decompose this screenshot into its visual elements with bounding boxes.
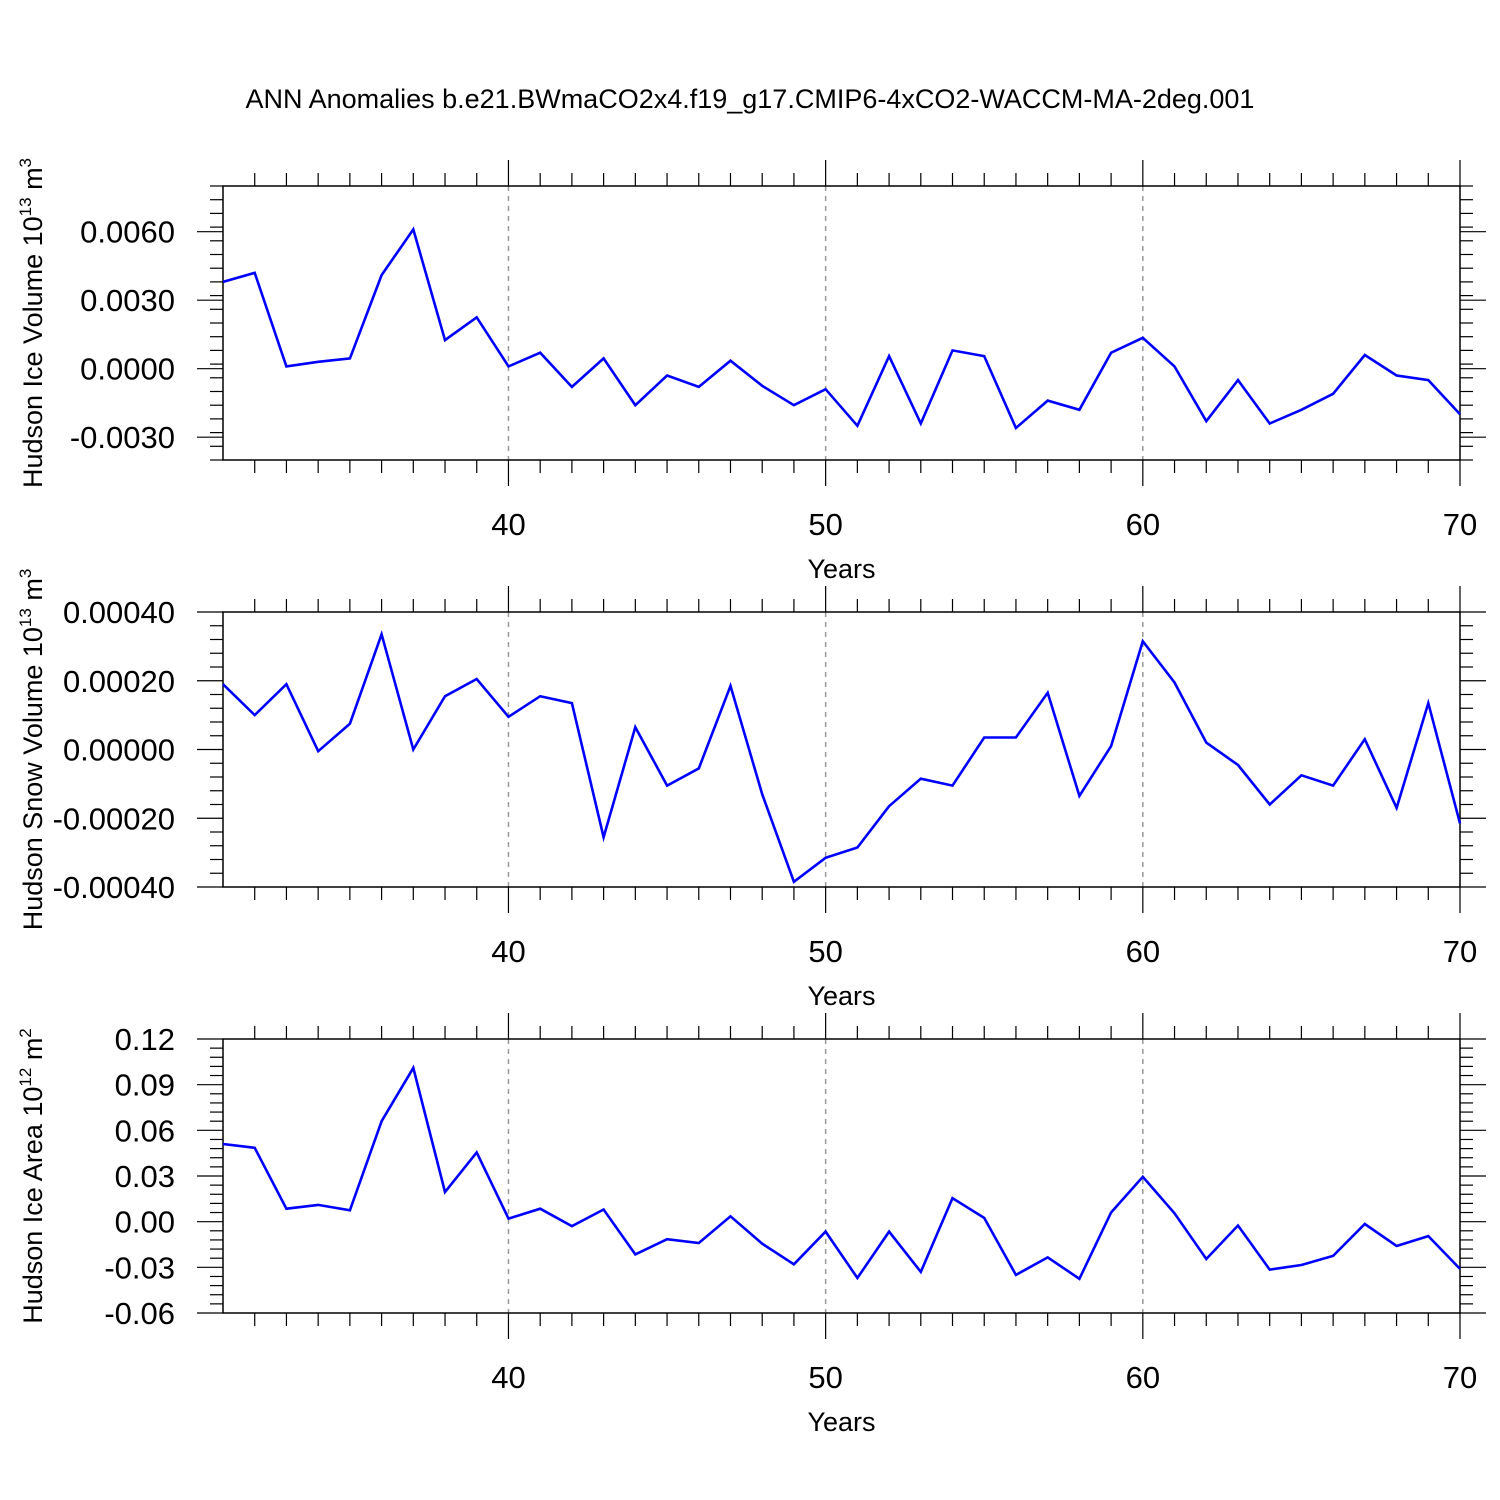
series-line <box>222 629 1462 884</box>
y-tick-label: 0.03 <box>115 1159 175 1194</box>
y-tick-label: 0.00000 <box>63 733 175 768</box>
plot-frame <box>222 1038 1461 1314</box>
figure-title: ANN Anomalies b.e21.BWmaCO2x4.f19_g17.CM… <box>245 84 1255 114</box>
x-tick-label: 40 <box>491 507 525 542</box>
x-tick-label: 70 <box>1443 1360 1477 1395</box>
y-tick-label: -0.0030 <box>70 420 175 455</box>
x-axis-label: Years <box>807 981 875 1011</box>
x-tick-label: 60 <box>1126 934 1160 969</box>
y-tick-label: 0.00020 <box>63 664 175 699</box>
series-line <box>222 1064 1461 1281</box>
y-tick-label: -0.00040 <box>53 870 175 905</box>
x-tick-label: 70 <box>1443 507 1477 542</box>
series-line <box>222 226 1461 431</box>
y-tick-label: 0.09 <box>115 1068 175 1103</box>
y-tick-label: 0.12 <box>115 1022 175 1057</box>
y-tick-label: 0.0060 <box>80 215 175 250</box>
panel-ice-volume: -0.0030 0.0000 0.0030 0.0060 40 50 60 70 Years Hu… <box>16 158 1486 584</box>
x-tick-label: 40 <box>491 934 525 969</box>
y-tick-label: -0.03 <box>104 1250 175 1285</box>
x-tick-label: 70 <box>1443 934 1477 969</box>
y-tick-label: 0.0000 <box>80 352 175 387</box>
plot-frame <box>222 185 1461 461</box>
y-axis-label: Hudson Ice Volume 1013 m3 <box>16 158 48 488</box>
x-axis-label: Years <box>807 1407 875 1437</box>
y-tick-label: 0.00040 <box>63 595 175 630</box>
x-tick-label: 40 <box>491 1360 525 1395</box>
plot-frame <box>222 611 1461 888</box>
y-tick-label: 0.06 <box>115 1113 175 1148</box>
x-tick-label: 50 <box>808 507 842 542</box>
y-axis-label: Hudson Snow Volume 1013 m3 <box>16 569 48 931</box>
panel-snow-volume: -0.00040 -0.00020 0.00000 0.00020 0.00040 40 5… <box>16 569 1486 1011</box>
y-tick-label: 0.0030 <box>80 283 175 318</box>
y-tick-label: -0.06 <box>104 1296 175 1331</box>
x-tick-label: 50 <box>808 934 842 969</box>
y-tick-label: 0.00 <box>115 1205 175 1240</box>
y-tick-label: -0.00020 <box>53 801 175 836</box>
y-axis-label: Hudson Ice Area 1012 m2 <box>16 1028 48 1324</box>
x-tick-label: 60 <box>1126 507 1160 542</box>
x-tick-label: 60 <box>1126 1360 1160 1395</box>
x-tick-label: 50 <box>808 1360 842 1395</box>
x-axis-label: Years <box>807 554 875 584</box>
panel-ice-area: -0.06 -0.03 0.00 0.03 0.06 0.09 0.12 40 50 60 70 Ye… <box>16 1013 1486 1437</box>
